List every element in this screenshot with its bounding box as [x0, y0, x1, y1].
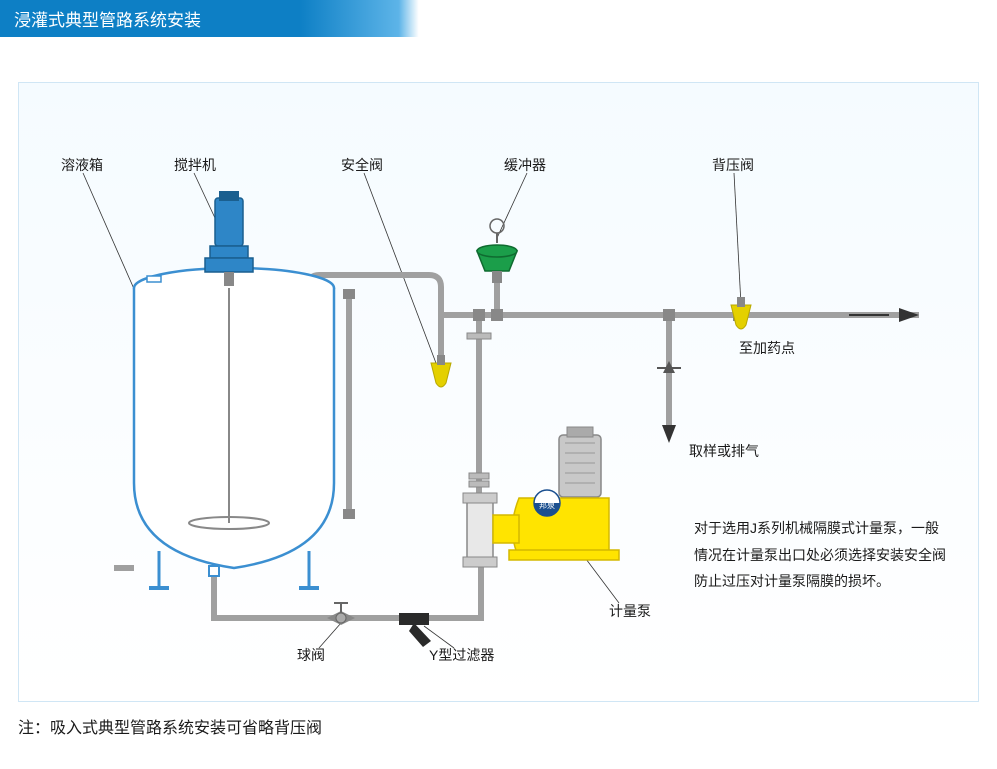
label-safety-valve: 安全阀	[341, 155, 383, 175]
back-pressure-valve-icon	[731, 297, 751, 329]
side-note: 对于选用J系列机械隔膜式计量泵，一般情况在计量泵出口处必须选择安装安全阀防止过压…	[694, 515, 949, 595]
pump-brand-text: 邦泉	[539, 500, 555, 510]
label-y-filter: Y型过滤器	[429, 645, 494, 665]
arrow-sample	[662, 425, 676, 443]
header-bar: 浸灌式典型管路系统安装	[0, 0, 997, 37]
label-sample-vent: 取样或排气	[689, 441, 759, 461]
label-tank: 溶液箱	[61, 155, 103, 175]
solution-tank	[134, 268, 334, 590]
label-ball-valve: 球阀	[297, 645, 325, 665]
diagram-svg: 邦泉	[19, 83, 978, 703]
sample-valve-icon	[657, 361, 681, 373]
diagram-canvas: 邦泉 溶液箱 搅拌机 安全阀 缓冲器 背压阀 至加药点 取样或排气 球阀 Y型过…	[18, 82, 979, 702]
label-to-dosing: 至加药点	[739, 338, 795, 358]
ball-valve-icon	[327, 603, 355, 625]
label-buffer: 缓冲器	[504, 155, 546, 175]
label-mixer: 搅拌机	[174, 155, 216, 175]
safety-valve-icon	[431, 355, 451, 387]
metering-pump-icon: 邦泉	[463, 427, 619, 567]
y-filter-icon	[399, 613, 431, 647]
mixer-icon	[205, 191, 253, 286]
pipe-joints	[343, 289, 745, 519]
header-title: 浸灌式典型管路系统安装	[14, 11, 201, 30]
footnote: 注：吸入式典型管路系统安装可省略背压阀	[18, 714, 979, 738]
buffer-icon	[477, 219, 517, 283]
arrow-dosing	[899, 308, 919, 322]
label-back-pressure: 背压阀	[712, 155, 754, 175]
label-metering-pump: 计量泵	[609, 601, 651, 621]
